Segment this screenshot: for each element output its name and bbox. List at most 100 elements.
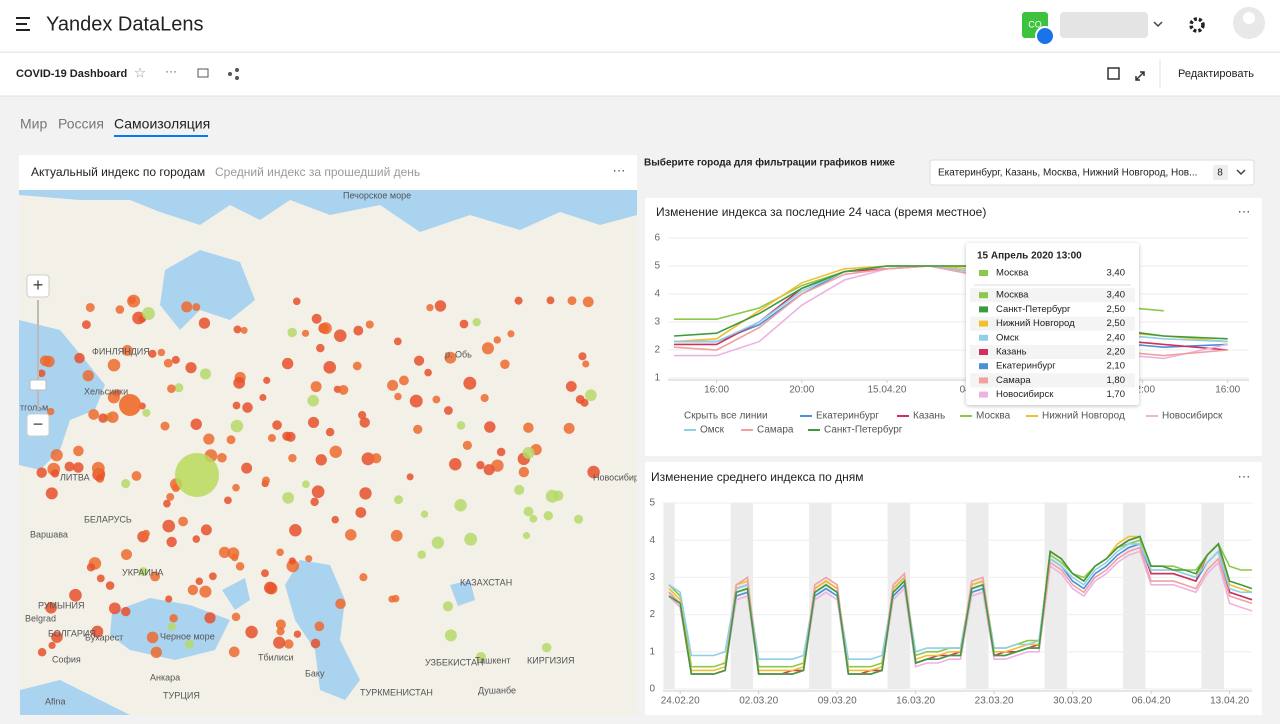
legend-item[interactable]: Казань: [913, 411, 945, 422]
legend-item[interactable]: Новосибирск: [1162, 410, 1223, 422]
legend-item[interactable]: Москва: [976, 411, 1011, 422]
tooltip-name: Новосибирск: [996, 389, 1054, 400]
star-icon[interactable]: ☆: [134, 65, 147, 81]
city-dot: [394, 392, 402, 401]
fullscreen-icon[interactable]: [1135, 71, 1145, 81]
city-dot: [98, 413, 108, 423]
x-tick-label: 16.03.20: [896, 696, 935, 707]
map-label: Ташкент: [475, 655, 510, 665]
city-dot: [240, 326, 248, 334]
city-dot: [394, 495, 404, 505]
tooltip-name: Санкт-Петербург: [996, 304, 1071, 315]
city-dot: [420, 510, 429, 518]
legend-item[interactable]: Нижний Новгород: [1042, 411, 1125, 422]
chevron[interactable]: [1153, 21, 1163, 28]
city-dot: [546, 296, 555, 305]
count-badge: [1213, 165, 1228, 180]
folder-icon[interactable]: [197, 68, 209, 78]
y-tick-label: 1: [649, 646, 655, 657]
map-label: тгольм: [20, 402, 48, 412]
city-dot: [311, 313, 322, 324]
layout-icon[interactable]: [1107, 67, 1120, 80]
x-tick-label: 16:00: [704, 385, 729, 396]
series-line: [668, 535, 1253, 675]
map[interactable]: Печорское море ФИНЛЯНДИЯ Хельсинки тгольм ЛИ…: [19, 190, 647, 715]
chart-title: Изменение индекса за последние 24 часа (…: [656, 205, 986, 219]
city-dot: [192, 303, 201, 311]
legend-item[interactable]: Санкт-Петербург: [824, 424, 903, 436]
settings-icon[interactable]: [1189, 17, 1205, 33]
city-dot: [584, 389, 597, 402]
city-dot: [121, 345, 133, 356]
map-label: ФИНЛЯНДИЯ: [92, 346, 150, 356]
city-dot: [146, 631, 159, 644]
city-dot: [232, 483, 240, 492]
city-dot: [302, 480, 310, 489]
legend-item[interactable]: Омск: [700, 425, 725, 436]
widget-menu[interactable]: ···: [613, 162, 626, 177]
filter-value[interactable]: Екатеринбург, Казань, Москва, Нижний Нов…: [938, 167, 1197, 179]
city-dot: [267, 434, 276, 443]
map-label: р. Обь: [445, 349, 472, 359]
menu-icon[interactable]: [16, 17, 30, 31]
city-dot: [409, 394, 423, 408]
map-tab[interactable]: Актуальный индекс по городам: [31, 165, 205, 179]
city-dot: [514, 484, 525, 496]
legend-hide-all[interactable]: Скрыть все линии: [684, 411, 768, 422]
city-dot: [261, 569, 269, 578]
city-dot: [406, 473, 414, 481]
y-tick-label: 3: [654, 317, 660, 328]
map-label: Печорское море: [343, 190, 411, 200]
city-dot: [316, 343, 325, 353]
y-tick-label: 0: [649, 684, 655, 695]
city-dot: [311, 485, 325, 499]
y-tick-label: 4: [654, 289, 660, 300]
city-dot: [325, 427, 335, 437]
tab[interactable]: Самоизоляция: [114, 116, 210, 132]
zoom-in[interactable]: [26, 274, 50, 298]
map-tab[interactable]: Средний индекс за прошедший день: [215, 165, 420, 179]
widget-menu[interactable]: ···: [1238, 203, 1251, 218]
map-label: Анкара: [150, 672, 180, 682]
city-dot: [523, 422, 534, 433]
y-tick-label: 5: [649, 498, 655, 509]
city-select[interactable]: [929, 159, 1255, 186]
city-dot: [45, 602, 57, 614]
zoom-control: [26, 274, 50, 437]
city-dot: [578, 352, 587, 361]
city-dot: [444, 629, 457, 642]
tooltip-swatch: [979, 334, 988, 341]
city-dot: [51, 631, 63, 643]
city-dot: [393, 337, 402, 346]
filter-count: 8: [1217, 168, 1223, 179]
share-icon[interactable]: [228, 68, 239, 80]
city-dot: [119, 394, 141, 416]
map-label: БЕЛАРУСЬ: [84, 514, 132, 524]
badge: [1035, 26, 1055, 46]
city-dot: [142, 307, 155, 320]
chevron[interactable]: [1236, 169, 1246, 176]
zoom-out[interactable]: [26, 413, 50, 437]
map-label: Варшава: [30, 529, 68, 539]
legend-item[interactable]: Самара: [757, 425, 794, 436]
city-dot: [157, 348, 166, 357]
city-dot: [121, 549, 132, 561]
more-icon[interactable]: ···: [165, 64, 177, 78]
tab[interactable]: Мир: [20, 116, 47, 132]
city-dot: [310, 381, 322, 393]
edit-button[interactable]: Редактировать: [1178, 68, 1254, 80]
city-dot: [262, 476, 270, 485]
y-tick-label: 2: [654, 345, 660, 356]
avatar-text: CO: [1028, 19, 1042, 29]
x-tick-label: 20:00: [789, 385, 814, 396]
city-dot: [199, 368, 212, 380]
legend-item[interactable]: Екатеринбург: [816, 410, 879, 422]
weekend-band: [898, 503, 911, 689]
tooltip-row-bg: [970, 288, 1135, 303]
tooltip-name: Нижний Новгород: [996, 318, 1075, 329]
widget-menu[interactable]: ···: [1238, 468, 1251, 483]
tab[interactable]: Россия: [58, 116, 104, 132]
y-tick-label: 6: [654, 233, 660, 244]
zoom-handle[interactable]: [29, 379, 47, 391]
city-dot: [417, 550, 426, 559]
